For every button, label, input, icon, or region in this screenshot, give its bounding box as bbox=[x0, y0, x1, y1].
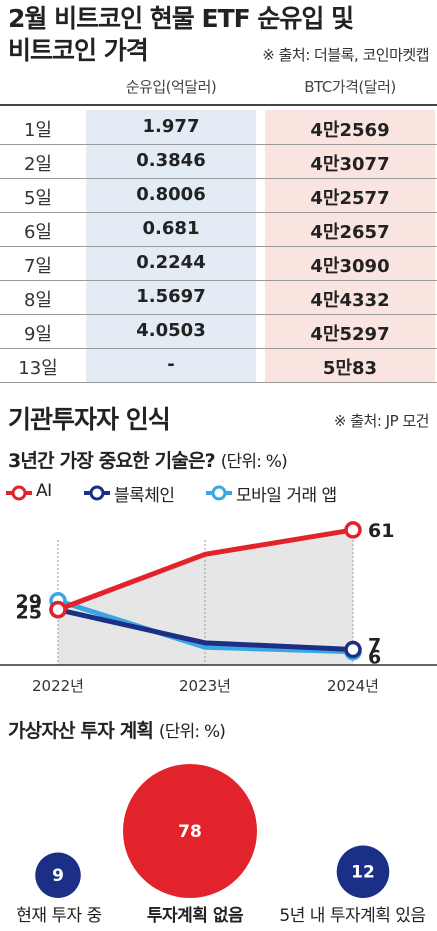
row-price: 4만2569 bbox=[310, 120, 390, 141]
row-flow: 0.3846 bbox=[136, 150, 206, 171]
row-flow: - bbox=[167, 354, 175, 375]
legend-mobile-marker bbox=[206, 485, 232, 501]
row-day: 6일 bbox=[23, 222, 52, 243]
data-label: 25 bbox=[16, 602, 42, 624]
row-price: 4만3077 bbox=[310, 154, 390, 175]
row-price: 5만83 bbox=[322, 358, 378, 379]
legend-ai-label: AI bbox=[36, 481, 52, 501]
row-day: 7일 bbox=[23, 256, 52, 277]
bubble bbox=[336, 845, 390, 898]
table-row: 13일 - 5만83 bbox=[0, 348, 437, 383]
table-top-rule bbox=[0, 104, 437, 106]
legend-blockchain-marker bbox=[84, 485, 110, 501]
data-label: 29 bbox=[16, 591, 42, 613]
bubble-value: 78 bbox=[178, 822, 202, 842]
data-label: 61 bbox=[368, 520, 394, 542]
bubble-chart-title: 가상자산 투자 계획 (단위: %) bbox=[8, 716, 226, 743]
bubble-chart-unit: (단위: %) bbox=[158, 722, 226, 742]
legend-blockchain-label: 블록체인 bbox=[114, 486, 175, 506]
page-title: 2월 비트코인 현물 ETF 순유입 및 bbox=[8, 4, 354, 33]
series-point bbox=[344, 640, 362, 659]
bubble-label-current: 현재 투자 중 bbox=[16, 906, 102, 926]
row-day: 5일 bbox=[23, 188, 52, 209]
survey-title: 기관투자자 인식 bbox=[8, 405, 171, 434]
data-label: 7 bbox=[368, 635, 381, 657]
line-chart-unit: (단위: %) bbox=[220, 452, 288, 472]
table-row: 8일 1.5697 4만4332 bbox=[0, 280, 437, 315]
row-flow: 0.8006 bbox=[136, 184, 206, 205]
line-chart-title: 3년간 가장 중요한 기술은? (단위: %) bbox=[8, 446, 288, 473]
source-note: ※ 출처: 더블록, 코인마켓캡 bbox=[262, 46, 429, 64]
row-price: 4만2657 bbox=[310, 222, 390, 243]
row-flow: 0.2244 bbox=[136, 252, 206, 273]
row-day: 13일 bbox=[18, 358, 58, 379]
series-line-0 bbox=[57, 527, 354, 612]
column-header-flow: 순유입(억달러) bbox=[125, 78, 217, 96]
survey-source: ※ 출처: JP 모건 bbox=[333, 412, 430, 430]
row-flow: 0.681 bbox=[142, 218, 200, 239]
row-day: 1일 bbox=[23, 120, 52, 141]
series-point bbox=[344, 521, 362, 539]
series-point bbox=[49, 600, 67, 619]
bubble bbox=[123, 764, 257, 898]
series-line-2 bbox=[57, 598, 354, 655]
row-day: 9일 bbox=[23, 324, 52, 345]
line-chart-title-text: 3년간 가장 중요한 기술은? bbox=[8, 450, 216, 472]
bubble-value: 9 bbox=[52, 866, 64, 886]
row-flow: 1.977 bbox=[142, 116, 200, 137]
legend-mobile-label: 모바일 거래 앱 bbox=[236, 486, 337, 506]
table-row: 7일 0.2244 4만3090 bbox=[0, 246, 437, 281]
row-price: 4만2577 bbox=[310, 188, 390, 209]
bubble-label-plan: 5년 내 투자계획 있음 bbox=[279, 906, 426, 926]
x-tick-label: 2024년 bbox=[327, 677, 379, 695]
row-price: 4만5297 bbox=[310, 324, 390, 345]
bubble-value: 12 bbox=[351, 863, 375, 883]
x-tick-label: 2022년 bbox=[32, 677, 84, 695]
data-label: 6 bbox=[368, 647, 381, 669]
table-row: 2일 0.3846 4만3077 bbox=[0, 144, 437, 179]
page-title-line2: 비트코인 가격 bbox=[8, 36, 149, 65]
row-day: 2일 bbox=[23, 154, 52, 175]
legend-ai-marker bbox=[6, 485, 32, 501]
table-row: 9일 4.0503 4만5297 bbox=[0, 314, 437, 349]
row-flow: 1.5697 bbox=[136, 286, 206, 307]
bubble-chart-title-text: 가상자산 투자 계획 bbox=[8, 720, 154, 742]
row-day: 8일 bbox=[23, 290, 52, 311]
bubble-label-none: 투자계획 없음 bbox=[146, 906, 244, 926]
row-price: 4만3090 bbox=[310, 256, 390, 277]
row-flow: 4.0503 bbox=[136, 320, 206, 341]
table-row: 1일 1.977 4만2569 bbox=[0, 110, 437, 145]
column-header-price: BTC가격(달러) bbox=[304, 78, 396, 96]
table-row: 6일 0.681 4만2657 bbox=[0, 212, 437, 247]
bubble-chart: 9 78 12 bbox=[35, 764, 390, 898]
bubble bbox=[35, 852, 81, 898]
x-tick-label: 2023년 bbox=[179, 677, 231, 695]
row-price: 4만4332 bbox=[310, 290, 390, 311]
table-row: 5일 0.8006 4만2577 bbox=[0, 178, 437, 213]
series-line-1 bbox=[57, 607, 354, 652]
